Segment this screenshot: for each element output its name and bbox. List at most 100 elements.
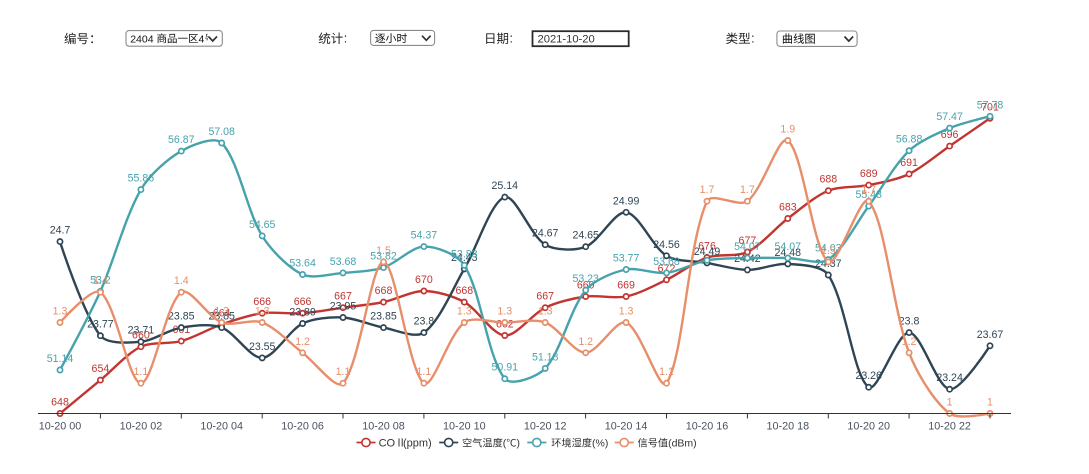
svg-text:(dBm): (dBm) bbox=[668, 438, 697, 450]
svg-text:654: 654 bbox=[92, 363, 110, 375]
svg-text:689: 689 bbox=[860, 168, 878, 180]
svg-text:1.3: 1.3 bbox=[497, 306, 512, 318]
svg-text:1.5: 1.5 bbox=[821, 245, 836, 257]
svg-text:1: 1 bbox=[947, 397, 953, 409]
svg-text:677: 677 bbox=[739, 235, 757, 247]
svg-text:691: 691 bbox=[900, 157, 918, 169]
svg-text:24.43: 24.43 bbox=[451, 252, 478, 264]
svg-text:1.3: 1.3 bbox=[214, 306, 229, 318]
svg-text:24.48: 24.48 bbox=[775, 247, 802, 259]
svg-text::: : bbox=[510, 32, 513, 46]
svg-text:1.9: 1.9 bbox=[780, 124, 795, 136]
svg-text:10-20 12: 10-20 12 bbox=[524, 421, 567, 433]
svg-text:664: 664 bbox=[213, 307, 231, 319]
svg-text:669: 669 bbox=[577, 280, 595, 292]
svg-text:669: 669 bbox=[617, 280, 635, 292]
svg-text:1.7: 1.7 bbox=[700, 184, 715, 196]
svg-text:23.85: 23.85 bbox=[370, 311, 397, 323]
svg-text:10-20 04: 10-20 04 bbox=[200, 421, 243, 433]
svg-text:1.5: 1.5 bbox=[376, 245, 391, 257]
svg-text:1.3: 1.3 bbox=[53, 306, 68, 318]
svg-text:666: 666 bbox=[253, 296, 271, 308]
svg-text:688: 688 bbox=[819, 174, 837, 186]
svg-text:666: 666 bbox=[294, 296, 312, 308]
svg-text:10-20 02: 10-20 02 bbox=[120, 421, 163, 433]
svg-text:23.8: 23.8 bbox=[414, 316, 435, 328]
svg-text:(ppm): (ppm) bbox=[403, 438, 432, 450]
svg-text:701: 701 bbox=[981, 101, 999, 113]
svg-text:24.7: 24.7 bbox=[50, 225, 71, 237]
svg-text:54.65: 54.65 bbox=[249, 219, 276, 231]
svg-text:50.91: 50.91 bbox=[492, 362, 519, 374]
svg-text:667: 667 bbox=[536, 291, 554, 303]
svg-text:53.68: 53.68 bbox=[653, 256, 680, 268]
svg-text:676: 676 bbox=[698, 241, 716, 253]
svg-text:683: 683 bbox=[779, 202, 797, 214]
svg-text:23.67: 23.67 bbox=[977, 329, 1004, 341]
svg-text:1.7: 1.7 bbox=[740, 184, 755, 196]
svg-text:24.65: 24.65 bbox=[572, 230, 599, 242]
svg-text:24.67: 24.67 bbox=[532, 228, 559, 240]
svg-text:(: ( bbox=[503, 438, 507, 450]
svg-text:10-20 18: 10-20 18 bbox=[766, 421, 809, 433]
svg-text:24.99: 24.99 bbox=[613, 195, 640, 207]
svg-text:54.07: 54.07 bbox=[775, 241, 802, 253]
svg-text:1.3: 1.3 bbox=[457, 306, 472, 318]
svg-text:10-20 16: 10-20 16 bbox=[686, 421, 729, 433]
svg-text:23.71: 23.71 bbox=[128, 325, 155, 337]
svg-text:53.77: 53.77 bbox=[613, 253, 640, 265]
svg-text:668: 668 bbox=[455, 285, 473, 297]
svg-text:1.2: 1.2 bbox=[902, 336, 917, 348]
svg-text:23.24: 23.24 bbox=[936, 372, 963, 384]
svg-text:53.23: 53.23 bbox=[572, 273, 599, 285]
svg-text:648: 648 bbox=[51, 397, 69, 409]
svg-text:1.2: 1.2 bbox=[295, 336, 310, 348]
svg-text:668: 668 bbox=[375, 285, 393, 297]
svg-text:1.7: 1.7 bbox=[861, 184, 876, 196]
svg-text:53.64: 53.64 bbox=[289, 258, 316, 270]
svg-text:23.8: 23.8 bbox=[899, 316, 920, 328]
svg-text:1.3: 1.3 bbox=[538, 306, 553, 318]
svg-text:23.85: 23.85 bbox=[168, 311, 195, 323]
svg-text:10-20 14: 10-20 14 bbox=[605, 421, 648, 433]
svg-text:53.88: 53.88 bbox=[451, 248, 478, 260]
svg-text:): ) bbox=[517, 438, 521, 450]
svg-text:24.49: 24.49 bbox=[694, 246, 721, 258]
svg-text::: : bbox=[751, 32, 754, 46]
svg-text:10-20 06: 10-20 06 bbox=[281, 421, 324, 433]
svg-text:51.14: 51.14 bbox=[47, 353, 74, 365]
svg-text:1.1: 1.1 bbox=[659, 366, 674, 378]
svg-text:10-20 08: 10-20 08 bbox=[362, 421, 405, 433]
svg-text:1.4: 1.4 bbox=[93, 275, 108, 287]
svg-text:2404: 2404 bbox=[130, 33, 154, 45]
svg-text:660: 660 bbox=[132, 330, 150, 342]
svg-text:23.26: 23.26 bbox=[855, 370, 882, 382]
svg-text:CO: CO bbox=[379, 438, 396, 450]
svg-text:55.43: 55.43 bbox=[855, 189, 882, 201]
svg-text:51.18: 51.18 bbox=[532, 351, 559, 363]
svg-text:55.86: 55.86 bbox=[128, 173, 155, 185]
svg-text:4: 4 bbox=[199, 33, 205, 45]
svg-text:1.4: 1.4 bbox=[174, 275, 189, 287]
svg-text:23.95: 23.95 bbox=[330, 301, 357, 313]
svg-text:56.87: 56.87 bbox=[168, 134, 195, 146]
svg-text::: : bbox=[344, 32, 347, 46]
svg-text:670: 670 bbox=[415, 274, 433, 286]
svg-text:24.56: 24.56 bbox=[653, 239, 680, 251]
svg-text:1.2: 1.2 bbox=[578, 336, 593, 348]
svg-text:667: 667 bbox=[334, 291, 352, 303]
svg-text:10-20 20: 10-20 20 bbox=[847, 421, 890, 433]
svg-text:54.37: 54.37 bbox=[411, 230, 438, 242]
svg-text:10-20 00: 10-20 00 bbox=[39, 421, 82, 433]
svg-text:57.08: 57.08 bbox=[208, 126, 235, 138]
svg-text:53.2: 53.2 bbox=[90, 274, 111, 286]
svg-text:53.68: 53.68 bbox=[330, 256, 357, 268]
svg-text:1.3: 1.3 bbox=[255, 306, 270, 318]
svg-text:1: 1 bbox=[987, 397, 993, 409]
svg-text:1.3: 1.3 bbox=[619, 306, 634, 318]
svg-text:10-20 10: 10-20 10 bbox=[443, 421, 486, 433]
svg-text:696: 696 bbox=[941, 129, 959, 141]
svg-text:54.07: 54.07 bbox=[734, 241, 761, 253]
svg-text:23.77: 23.77 bbox=[87, 319, 114, 331]
svg-text:25.14: 25.14 bbox=[492, 180, 519, 192]
